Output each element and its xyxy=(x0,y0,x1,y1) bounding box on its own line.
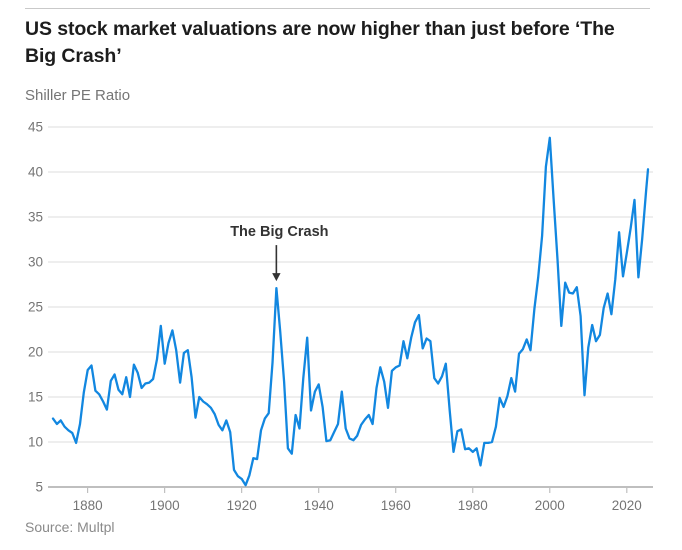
chart-title: US stock market valuations are now highe… xyxy=(25,18,615,67)
x-axis-label: 1940 xyxy=(304,498,334,513)
y-axis-label: 15 xyxy=(28,390,43,405)
big-crash-annotation: The Big Crash xyxy=(230,224,329,282)
x-axis-label: 2020 xyxy=(612,498,642,513)
y-axis-label: 35 xyxy=(28,210,43,225)
y-axis-label: 40 xyxy=(28,165,43,180)
header-rule xyxy=(25,8,650,9)
x-axis-label: 1880 xyxy=(73,498,103,513)
y-axis: 5 10 15 20 25 30 35 40 45 xyxy=(28,120,43,495)
y-axis-label: 20 xyxy=(28,345,43,360)
pe-ratio-line xyxy=(51,136,650,487)
x-axis-label: 1900 xyxy=(150,498,180,513)
annotation-arrowhead-icon xyxy=(272,273,281,282)
y-axis-label: 10 xyxy=(28,435,43,450)
x-axis: 1880 1900 1920 1940 1960 1980 2000 2020 xyxy=(73,488,642,513)
annotation-label: The Big Crash xyxy=(230,224,328,240)
y-axis-label: 5 xyxy=(35,480,43,495)
y-axis-label: 30 xyxy=(28,255,43,270)
gridlines xyxy=(48,126,653,443)
x-axis-label: 1920 xyxy=(227,498,257,513)
y-axis-label: 25 xyxy=(28,300,43,315)
source-label: Source: Multpl xyxy=(25,519,115,535)
x-axis-label: 2000 xyxy=(535,498,565,513)
y-axis-label: 45 xyxy=(28,120,43,135)
x-axis-label: 1960 xyxy=(381,498,411,513)
chart-subtitle: Shiller PE Ratio xyxy=(25,87,131,104)
x-axis-label: 1980 xyxy=(458,498,488,513)
